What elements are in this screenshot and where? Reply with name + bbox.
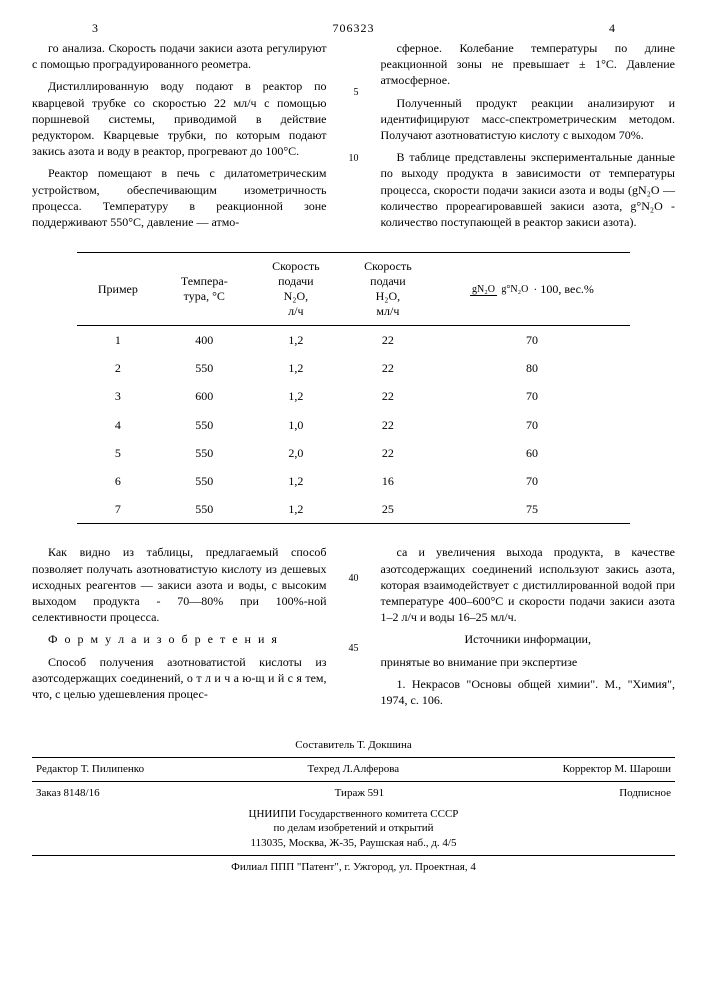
tehred: Техред Л.Алферова xyxy=(307,762,399,777)
cell: 22 xyxy=(342,382,434,410)
right-p3: В таблице представлены экспериментальные… xyxy=(381,149,676,230)
addr: 113035, Москва, Ж-35, Раушская наб., д. … xyxy=(32,836,675,851)
cell: 550 xyxy=(159,354,250,382)
yield-den: g°N₂O xyxy=(499,284,530,295)
page-num-right: 4 xyxy=(609,20,615,36)
cell: 1,2 xyxy=(250,382,342,410)
cell: 1,2 xyxy=(250,354,342,382)
page-header: 3 706323 4 xyxy=(32,20,675,34)
table-row: 75501,22575 xyxy=(77,495,630,524)
table-row: 65501,21670 xyxy=(77,467,630,495)
table-row: 25501,22280 xyxy=(77,354,630,382)
right-p1: сферное. Колебание температуры по длине … xyxy=(381,40,676,89)
cell: 1,2 xyxy=(250,495,342,524)
gutter-markers: 5 10 xyxy=(347,40,361,236)
cell: 2 xyxy=(77,354,159,382)
cell: 7 xyxy=(77,495,159,524)
th-n2o: Скорость подачи N₂O, л/ч xyxy=(250,253,342,326)
yield-fraction: gN₂O g°N₂O xyxy=(470,285,530,295)
cell: 70 xyxy=(434,411,630,439)
bottom-columns: Как видно из таблицы, предлагаемый спосо… xyxy=(32,544,675,714)
podpisnoe: Подписное xyxy=(619,786,671,801)
imprint-block: Составитель Т. Докшина Редактор Т. Пилип… xyxy=(32,738,675,875)
order: Заказ 8148/16 xyxy=(36,786,100,801)
sources-title: Источники информации, xyxy=(381,631,676,647)
line-marker-10: 10 xyxy=(347,152,359,166)
editor: Редактор Т. Пилипенко xyxy=(36,762,144,777)
cell: 550 xyxy=(159,495,250,524)
gutter-markers-2: 40 45 xyxy=(347,544,361,714)
cell: 1,2 xyxy=(250,326,342,355)
yield-num: gN₂O xyxy=(470,284,497,296)
bottom-left-column: Как видно из таблицы, предлагаемый спосо… xyxy=(32,544,327,714)
results-table: Пример Темпера- тура, °С Скорость подачи… xyxy=(77,252,630,524)
cell: 550 xyxy=(159,467,250,495)
cell: 70 xyxy=(434,326,630,355)
bleft-p2: Способ получения азотноватистой кислоты … xyxy=(32,654,327,703)
th-temp: Темпера- тура, °С xyxy=(159,253,250,326)
org1: ЦНИИПИ Государственного комитета СССР xyxy=(32,807,675,822)
tirazh: Тираж 591 xyxy=(335,786,385,801)
bright-p1: са и увеличения выхода продукта, в качес… xyxy=(381,544,676,625)
org-lines: ЦНИИПИ Государственного комитета СССР по… xyxy=(32,807,675,852)
compiler-line: Составитель Т. Докшина xyxy=(32,738,675,758)
cell: 60 xyxy=(434,439,630,467)
cell: 80 xyxy=(434,354,630,382)
cell: 1 xyxy=(77,326,159,355)
line-marker-45: 45 xyxy=(347,642,359,656)
right-column: сферное. Колебание температуры по длине … xyxy=(381,40,676,236)
table-body: 14001,22270 25501,22280 36001,22270 4550… xyxy=(77,326,630,524)
cell: 600 xyxy=(159,382,250,410)
cell: 1,0 xyxy=(250,411,342,439)
cell: 75 xyxy=(434,495,630,524)
cell: 25 xyxy=(342,495,434,524)
cell: 22 xyxy=(342,354,434,382)
cell: 550 xyxy=(159,439,250,467)
sources-sub: принятые во внимание при экспертизе xyxy=(381,654,676,670)
corrector: Корректор М. Шароши xyxy=(563,762,671,777)
cell: 22 xyxy=(342,411,434,439)
cell: 16 xyxy=(342,467,434,495)
th-h2o: Скорость подачи H₂O, мл/ч xyxy=(342,253,434,326)
cell: 22 xyxy=(342,326,434,355)
top-columns: го анализа. Скорость подачи закиси азота… xyxy=(32,40,675,236)
page-num-left: 3 xyxy=(92,20,98,36)
cell: 400 xyxy=(159,326,250,355)
left-p1: го анализа. Скорость подачи закиси азота… xyxy=(32,40,327,72)
th-yield: gN₂O g°N₂O · 100, вес.% xyxy=(434,253,630,326)
org2: по делам изобретений и открытий xyxy=(32,821,675,836)
left-column: го анализа. Скорость подачи закиси азота… xyxy=(32,40,327,236)
line-marker-5: 5 xyxy=(347,86,359,100)
table-row: 55502,02260 xyxy=(77,439,630,467)
th-example: Пример xyxy=(77,253,159,326)
credits-row: Редактор Т. Пилипенко Техред Л.Алферова … xyxy=(32,762,675,782)
bottom-right-column: са и увеличения выхода продукта, в качес… xyxy=(381,544,676,714)
bleft-p1: Как видно из таблицы, предлагаемый спосо… xyxy=(32,544,327,625)
table-row: 45501,02270 xyxy=(77,411,630,439)
cell: 2,0 xyxy=(250,439,342,467)
cell: 3 xyxy=(77,382,159,410)
table-row: 14001,22270 xyxy=(77,326,630,355)
cell: 22 xyxy=(342,439,434,467)
cell: 70 xyxy=(434,382,630,410)
yield-tail: · 100, вес.% xyxy=(530,282,594,296)
patent-number: 706323 xyxy=(333,20,375,36)
cell: 1,2 xyxy=(250,467,342,495)
cell: 550 xyxy=(159,411,250,439)
line-marker-40: 40 xyxy=(347,572,359,586)
cell: 4 xyxy=(77,411,159,439)
cell: 6 xyxy=(77,467,159,495)
cell: 70 xyxy=(434,467,630,495)
order-row: Заказ 8148/16 Тираж 591 Подписное xyxy=(32,786,675,805)
footer-sep xyxy=(32,855,675,856)
cell: 5 xyxy=(77,439,159,467)
left-p2: Дистиллированную воду подают в реактор п… xyxy=(32,78,327,159)
source-1: 1. Некрасов "Основы общей химии". М., "Х… xyxy=(381,676,676,708)
left-p3: Реактор помещают в печь с дилатометричес… xyxy=(32,165,327,230)
right-p2: Полученный продукт реакции анализируют и… xyxy=(381,95,676,144)
table-row: 36001,22270 xyxy=(77,382,630,410)
filial-line: Филиал ППП "Патент", г. Ужгород, ул. Про… xyxy=(32,860,675,875)
claim-title: Ф о р м у л а и з о б р е т е н и я xyxy=(32,631,327,647)
